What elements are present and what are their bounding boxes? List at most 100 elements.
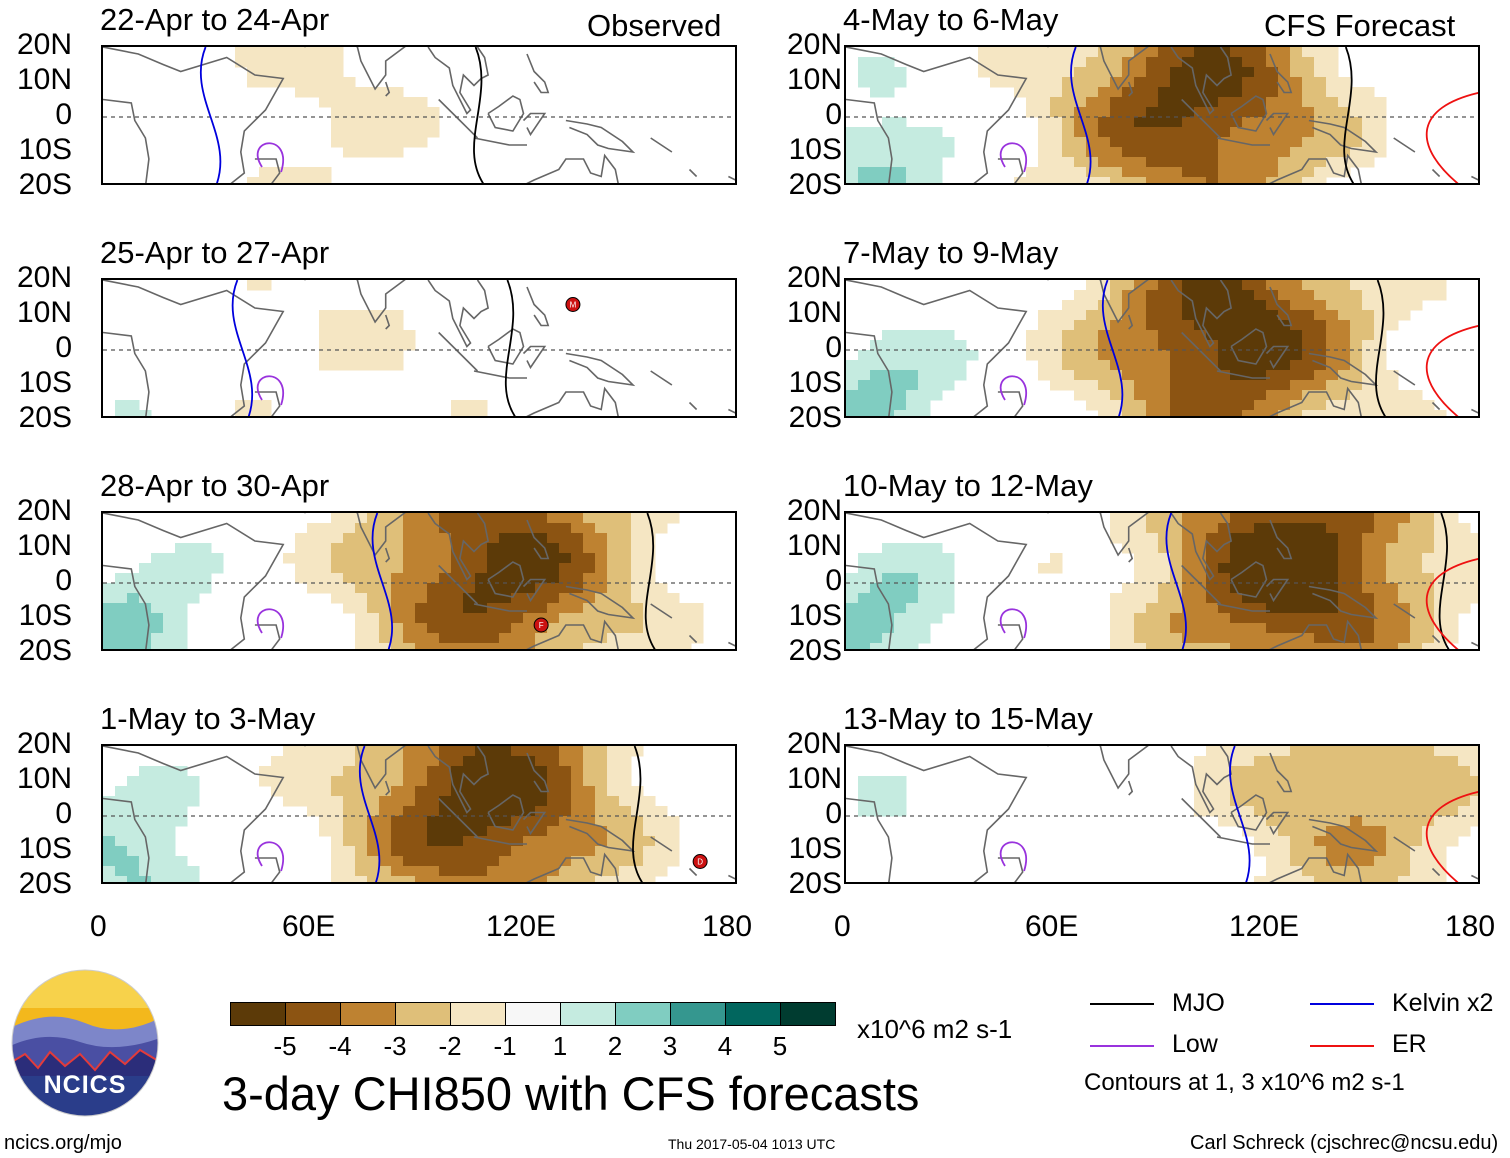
lat-label: 20S [18,634,72,667]
map-field-1 [103,47,735,183]
lat-label: 20N [786,727,842,760]
colorbar-swatch [615,1002,671,1026]
lat-label: 0 [55,564,72,597]
colorbar-swatch [340,1002,396,1026]
lon-label-right-180: 180 [1445,910,1496,943]
colorbar-swatch [560,1002,616,1026]
colorbar-swatch [780,1002,836,1026]
colorbar-tick: -3 [383,1031,407,1061]
lat-label: 10S [18,832,72,865]
lat-label: 20S [18,401,72,434]
lat-label: 20S [18,168,72,201]
lat-label: 10S [788,832,842,865]
map-panel-7 [844,511,1480,651]
panel-title-3: 28-Apr to 30-Apr [100,468,330,503]
lat-label: 20N [786,261,842,294]
panel-title-7: 10-May to 12-May [843,468,1093,503]
lat-label: 10S [18,133,72,166]
lat-label: 10S [788,366,842,399]
storm-marker-D: D [692,854,708,869]
legend-line-er [1310,1045,1374,1047]
panel-title-6: 7-May to 9-May [843,235,1059,270]
lat-label: 20N [16,28,72,61]
logo-text: NCICS [43,1071,127,1099]
legend-line-kelvin [1310,1003,1374,1005]
lat-label: 20N [16,727,72,760]
lat-label: 20S [18,867,72,900]
storm-marker-F: F [533,617,549,633]
lon-label-right-120e: 120E [1229,910,1300,943]
legend-label-mjo: MJO [1172,989,1225,1017]
map-field-4: D [103,746,735,882]
map-field-6 [846,280,1478,416]
forecast-label: CFS Forecast [1264,8,1456,43]
lat-label: 20S [788,867,842,900]
legend-line-low [1090,1045,1154,1047]
map-panel-2: M [101,278,737,418]
lat-label: 20N [786,494,842,527]
ncics-logo: NCICS [10,968,160,1118]
footer-url[interactable]: ncics.org/mjo [4,1132,122,1154]
panel-title-5: 4-May to 6-May [843,2,1059,37]
colorbar-swatch [230,1002,286,1026]
map-panel-1 [101,45,737,185]
lat-label: 20N [16,494,72,527]
colorbar-swatch [505,1002,561,1026]
map-field-8 [846,746,1478,882]
colorbar-tick: -1 [493,1031,517,1061]
lat-label: 10S [18,366,72,399]
lat-label: 0 [825,98,842,131]
lon-label-right-60e: 60E [1025,910,1079,943]
lat-label: 10N [786,762,842,795]
map-panel-3: F [101,511,737,651]
lat-label: 10N [786,296,842,329]
lat-label: 0 [55,98,72,131]
footer-timestamp: Thu 2017-05-04 1013 UTC [668,1136,836,1152]
map-panel-6 [844,278,1480,418]
lat-label: 0 [55,331,72,364]
lat-label: 10N [16,63,72,96]
map-field-3: F [103,513,735,649]
legend-note: Contours at 1, 3 x10^6 m2 s-1 [1084,1069,1405,1096]
lat-label: 0 [825,564,842,597]
lon-label-left-180: 180 [702,910,753,943]
lon-label-right-0: 0 [834,910,851,943]
map-panel-4: D [101,744,737,884]
colorbar-tick: 5 [772,1031,788,1061]
lat-label: 0 [825,797,842,830]
lon-label-left-60e: 60E [282,910,336,943]
legend-label-er: ER [1392,1030,1427,1058]
lat-label: 20N [786,28,842,61]
panel-title-1: 22-Apr to 24-Apr [100,2,330,37]
main-title: 3-day CHI850 with CFS forecasts [222,1067,920,1120]
colorbar-tick: 1 [552,1031,568,1061]
legend-label-kelvin: Kelvin x2 [1392,989,1494,1017]
legend-line-mjo [1090,1003,1154,1005]
storm-marker-M: M [565,297,581,312]
legend-label-low: Low [1172,1030,1218,1058]
lat-label: 20S [788,634,842,667]
colorbar-swatch [725,1002,781,1026]
lat-label: 10N [16,762,72,795]
map-field-5 [846,47,1478,183]
lat-label: 10S [788,599,842,632]
lat-label: 10N [16,529,72,562]
lat-label: 20S [788,401,842,434]
lon-label-left-120e: 120E [486,910,557,943]
colorbar-tick: -2 [438,1031,462,1061]
lon-label-left-0: 0 [90,910,107,943]
panel-title-4: 1-May to 3-May [100,701,316,736]
lat-label: 10N [786,529,842,562]
observed-label: Observed [587,8,722,43]
lat-label: 0 [55,797,72,830]
svg-text:D: D [697,858,703,867]
map-field-2: M [103,280,735,416]
colorbar-swatch [450,1002,506,1026]
map-panel-8 [844,744,1480,884]
colorbar-tick: 3 [662,1031,678,1061]
svg-text:M: M [570,301,577,310]
lat-label: 10S [18,599,72,632]
map-panel-5 [844,45,1480,185]
colorbar-swatch [285,1002,341,1026]
map-field-7 [846,513,1478,649]
